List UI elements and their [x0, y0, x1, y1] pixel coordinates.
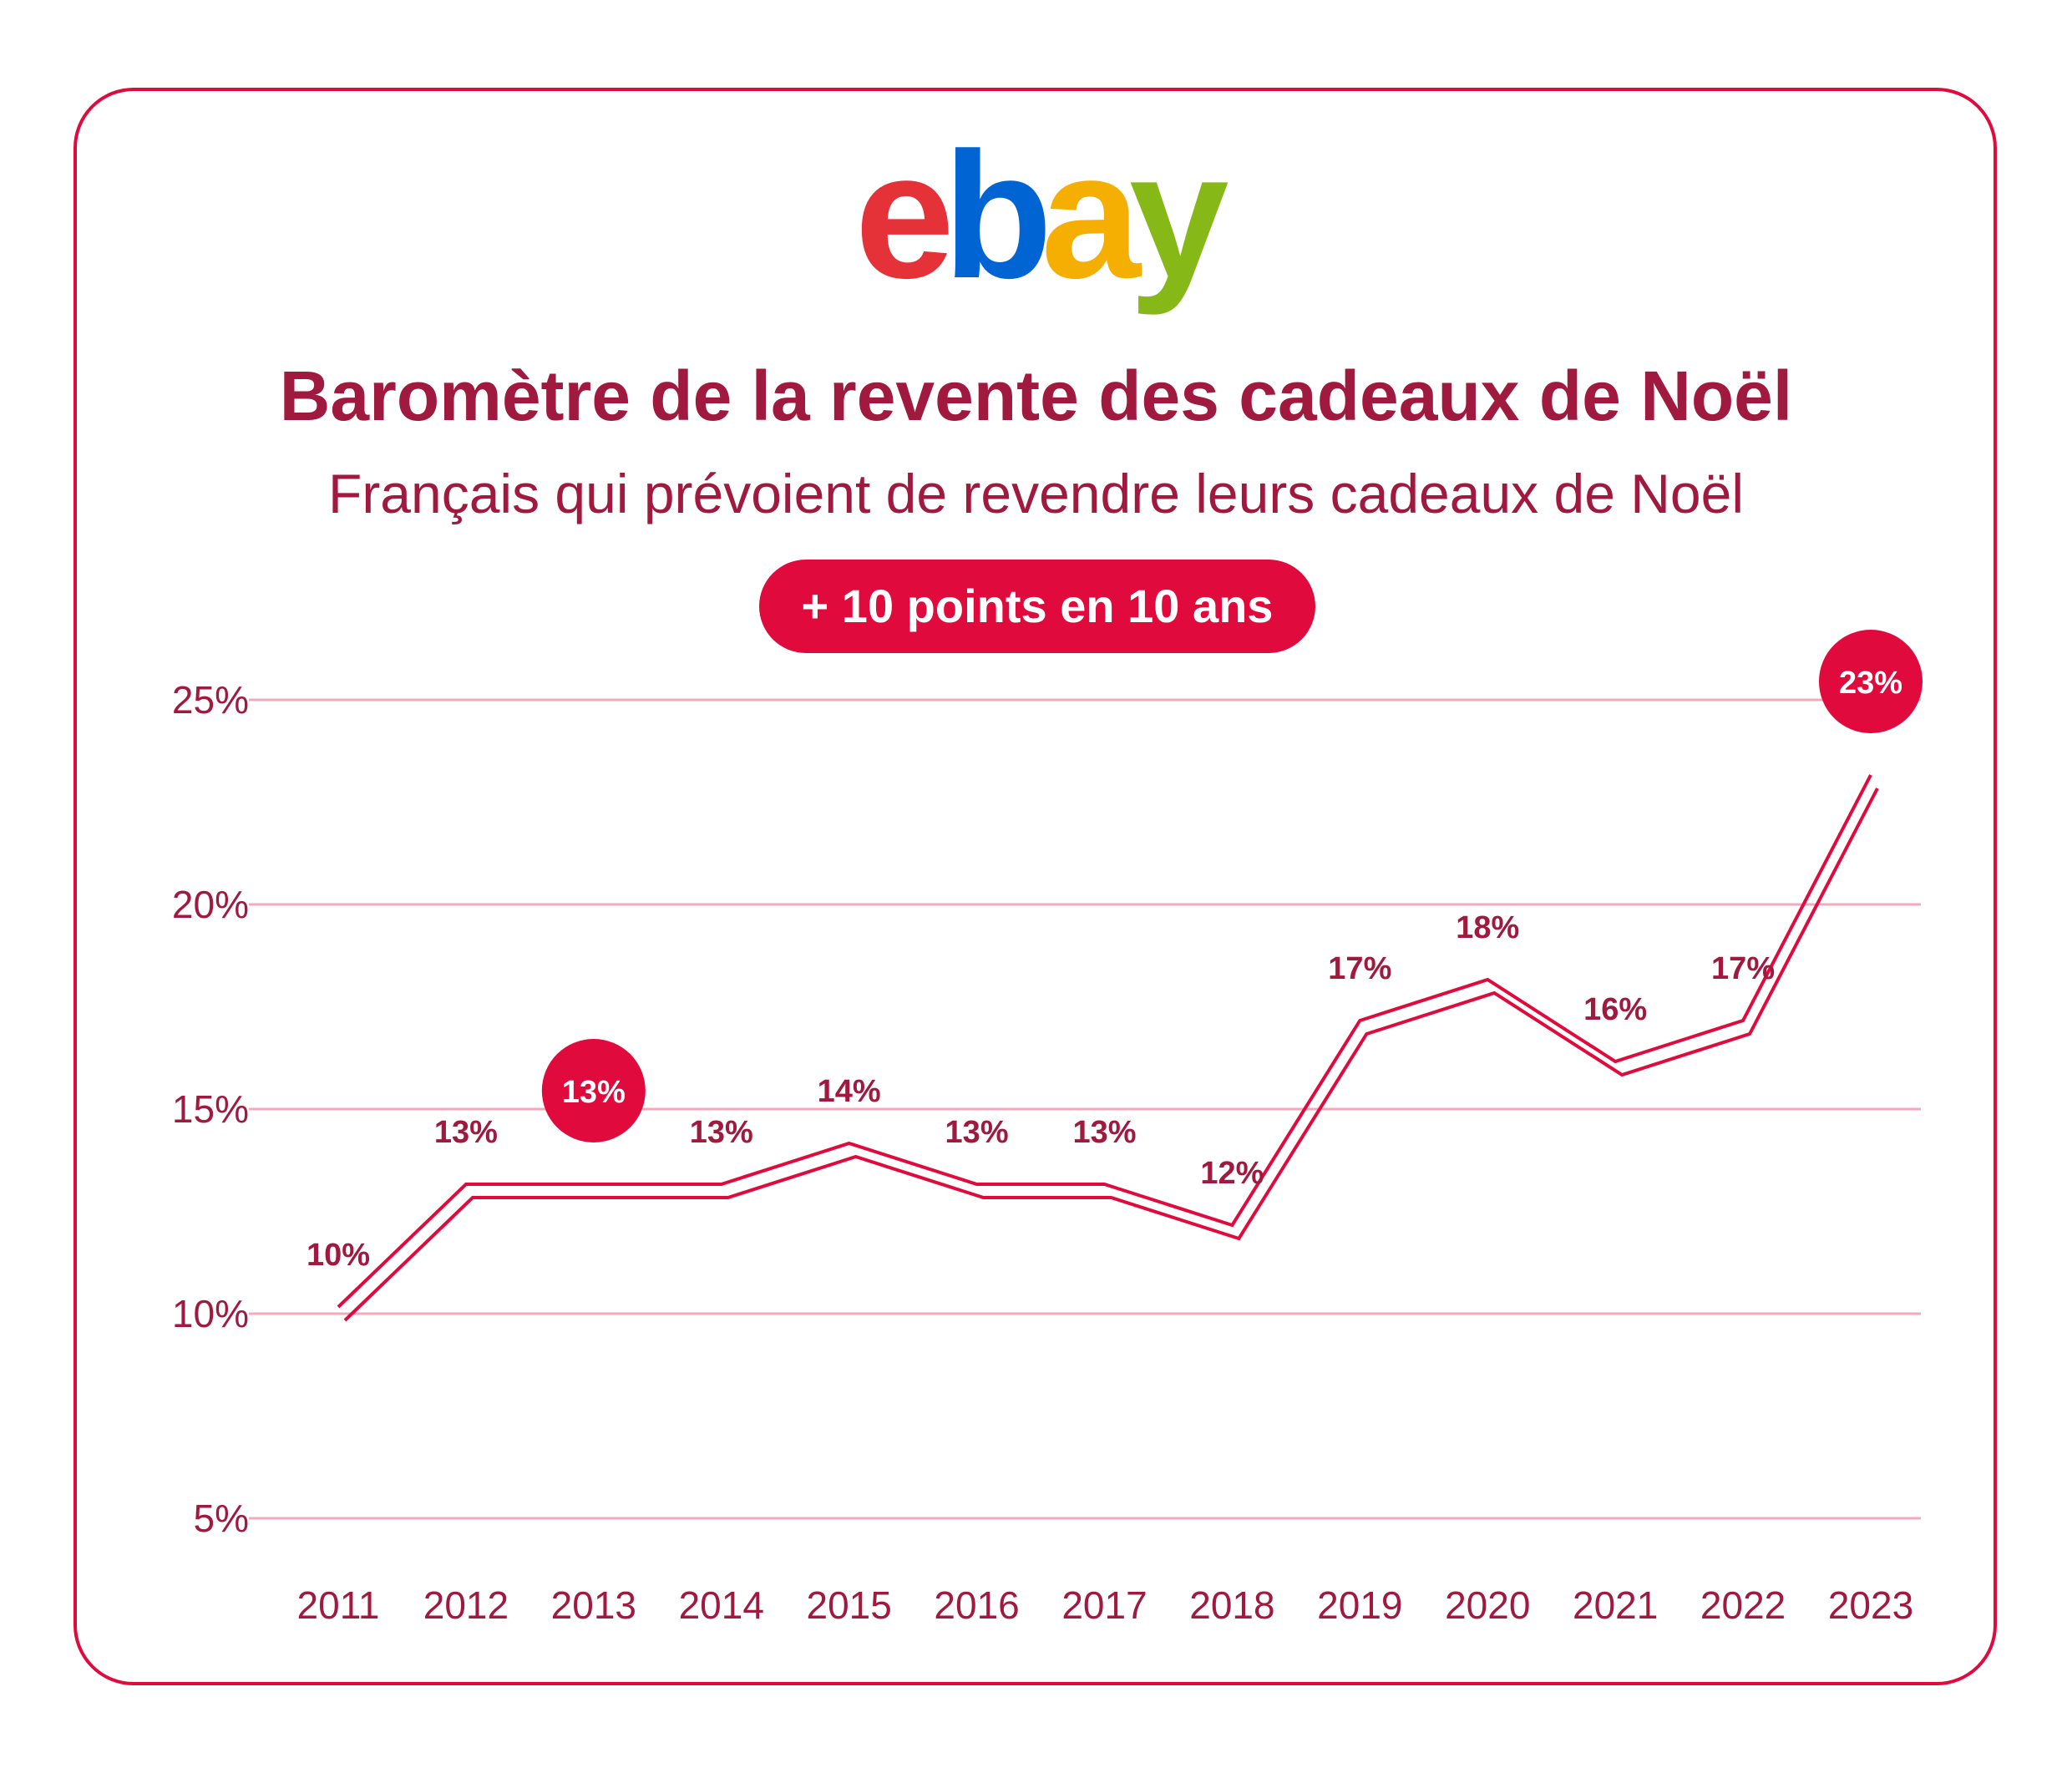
- data-label: 18%: [1456, 910, 1519, 945]
- x-tick-label: 2020: [1445, 1583, 1530, 1627]
- highlight-bubble: [541, 1039, 646, 1142]
- x-tick-label: 2021: [1573, 1583, 1658, 1627]
- chart-subtitle: Français qui prévoient de revendre leurs…: [328, 463, 1744, 524]
- x-tick-label: 2018: [1189, 1583, 1274, 1627]
- x-tick-label: 2023: [1828, 1583, 1913, 1627]
- highlight-bubble-label: 23%: [1839, 666, 1902, 701]
- grid-lines: [249, 698, 1921, 1520]
- data-label: 17%: [1328, 951, 1391, 986]
- highlight-badge: + 10 points en 10 ans: [759, 560, 1315, 653]
- y-tick-label: 20%: [172, 883, 249, 926]
- logo-letter-e: e: [854, 114, 955, 316]
- x-tick-label: 2019: [1317, 1583, 1402, 1627]
- x-tick-label: 2022: [1700, 1583, 1786, 1627]
- data-label: 12%: [1200, 1156, 1264, 1191]
- card-frame: [73, 88, 1997, 1685]
- highlight-bubble: [1819, 630, 1923, 733]
- x-tick-label: 2017: [1061, 1583, 1147, 1627]
- ebay-logo: ebay: [0, 125, 2072, 305]
- logo-letter-y: y: [1128, 114, 1229, 316]
- data-labels: 10% 13% 13% 13% 14% 13% 13% 12% 17% 18% 16% 17% 23%: [306, 630, 1923, 1273]
- data-label: 13%: [690, 1115, 753, 1150]
- data-label: 17%: [1711, 951, 1775, 986]
- logo-letter-a: a: [1041, 114, 1141, 316]
- x-tick-label: 2012: [423, 1583, 509, 1627]
- y-tick-label: 15%: [172, 1087, 249, 1131]
- highlight-bubble-label: 13%: [562, 1075, 626, 1110]
- series-line-lower: [343, 788, 1879, 1322]
- data-label: 13%: [945, 1115, 1009, 1150]
- series-lines: [337, 774, 1879, 1322]
- x-tick-label: 2015: [806, 1583, 891, 1627]
- y-axis-ticks: 5% 10% 15% 20% 25%: [172, 678, 249, 1540]
- data-label: 10%: [306, 1238, 370, 1273]
- y-tick-label: 5%: [194, 1497, 249, 1540]
- data-label: 16%: [1583, 992, 1647, 1027]
- data-label: 14%: [818, 1074, 881, 1109]
- series-line-upper: [337, 774, 1872, 1309]
- x-tick-label: 2016: [934, 1583, 1019, 1627]
- x-tick-label: 2013: [551, 1583, 636, 1627]
- y-tick-label: 25%: [172, 678, 249, 722]
- data-label: 13%: [1072, 1115, 1136, 1150]
- y-tick-label: 10%: [172, 1292, 249, 1335]
- data-label: 13%: [434, 1115, 498, 1150]
- x-axis-ticks: 2011 2012 2013 2014 2015 2016 2017 2018 2019 2020…: [297, 1583, 1914, 1627]
- x-tick-label: 2014: [679, 1583, 764, 1627]
- x-tick-label: 2011: [297, 1583, 380, 1627]
- logo-letter-b: b: [943, 114, 1052, 316]
- chart-title: Baromètre de la revente des cadeaux de N…: [279, 357, 1793, 435]
